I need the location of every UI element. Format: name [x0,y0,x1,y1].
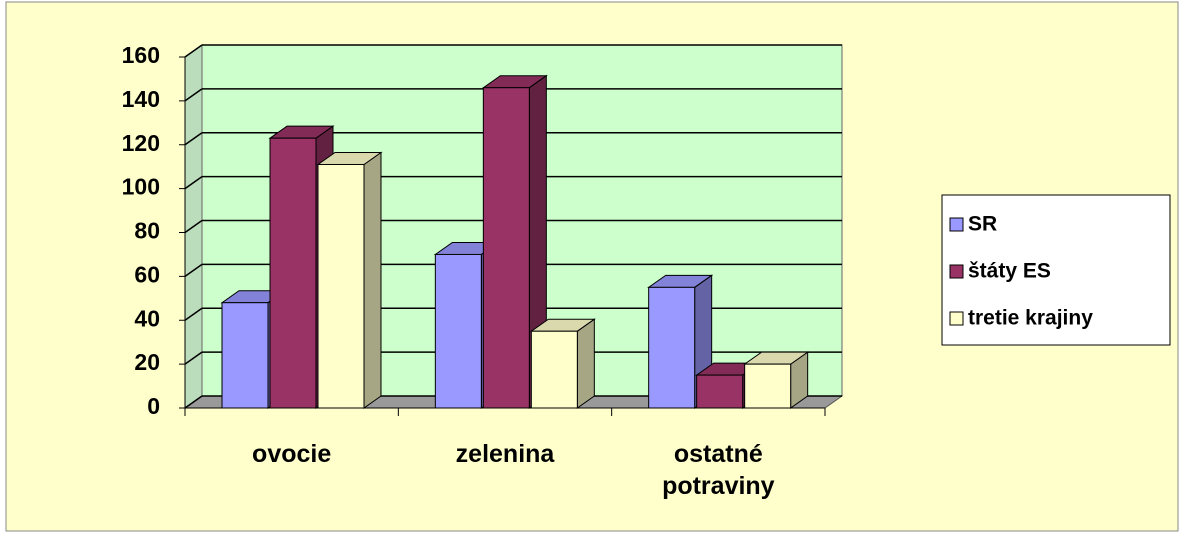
grid-line [184,351,203,365]
grid-line [184,132,203,146]
bar-front [744,363,792,409]
grid-line [184,44,203,58]
bar-front [696,374,744,409]
bar-front [317,163,365,409]
y-tick-label: 100 [122,174,160,200]
x-tick-label: ostatné potraviny [662,440,775,500]
bar-side [363,151,382,409]
grid-line [184,395,203,409]
bar [481,74,548,409]
legend-label: SR [968,213,997,236]
grid-line [184,263,203,277]
y-tick-label: 20 [134,349,160,375]
grid-line [184,176,203,190]
grid-line [184,219,203,234]
legend-label: štáty ES [968,260,1051,283]
y-tick-label: 140 [122,86,160,112]
y-tick-label: 160 [122,42,160,68]
bar-front [434,253,482,409]
legend-swatch [949,264,964,279]
bar [316,151,383,409]
y-tick-label: 60 [134,261,160,287]
y-tick-label: 40 [134,305,160,331]
bar-side [576,318,595,409]
x-tick-label: ovocie [252,440,332,468]
bar-front [648,286,696,409]
y-tick-label: 0 [147,393,160,419]
legend-label: tretie krajiny [968,307,1093,330]
legend-swatch [949,217,964,232]
bar-front [530,330,578,409]
legend-box [941,194,1171,346]
grid-line [184,307,203,321]
bar-front [482,87,530,409]
y-tick-label: 80 [134,218,160,244]
bar-front [221,302,269,409]
bar-front [269,137,317,409]
x-tick-label: zelenina [455,440,555,468]
grid-line [184,88,203,102]
legend-swatch [949,311,964,326]
bar [529,318,596,409]
y-tick-label: 120 [122,130,160,156]
bar [743,351,810,409]
